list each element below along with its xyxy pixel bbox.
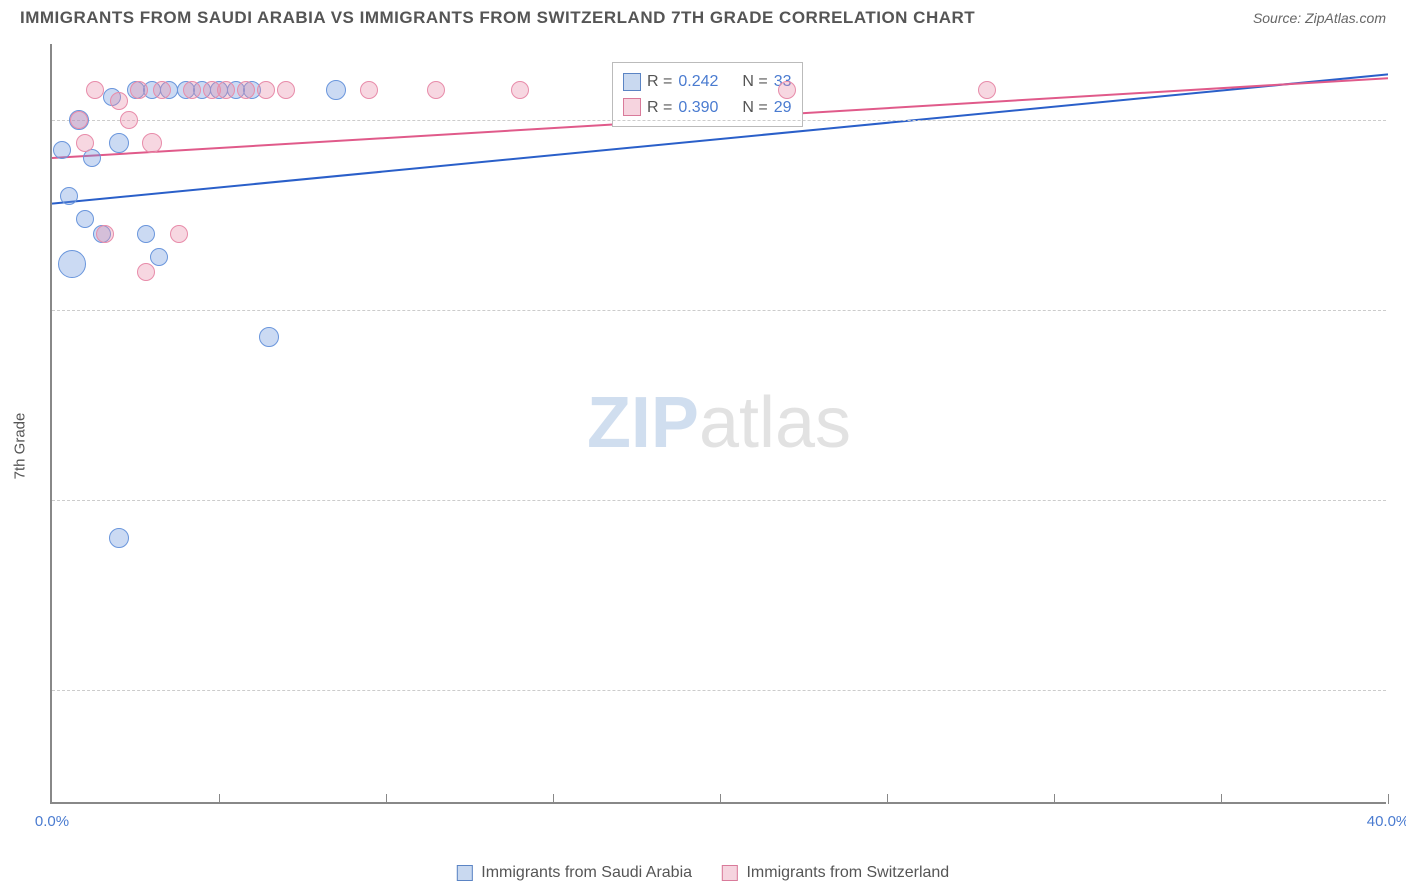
chart-container: IMMIGRANTS FROM SAUDI ARABIA VS IMMIGRAN… [0,0,1406,892]
y-axis-title: 7th Grade [12,413,29,480]
source-value: ZipAtlas.com [1305,10,1386,26]
legend-label-swiss: Immigrants from Switzerland [746,864,949,881]
watermark-bold: ZIP [587,383,699,463]
watermark: ZIPatlas [587,382,851,464]
x-tick [219,794,220,804]
x-tick [1388,794,1389,804]
legend-r-label: R = [647,95,672,121]
data-point [70,111,88,129]
data-point [96,225,114,243]
legend-row: R =0.390 N = 29 [623,95,792,121]
data-point [360,81,378,99]
legend-r-value: 0.390 [678,95,718,121]
legend-label-saudi: Immigrants from Saudi Arabia [481,864,692,881]
data-point [150,248,168,266]
data-point [511,81,529,99]
data-point [137,263,155,281]
x-tick [887,794,888,804]
data-point [86,81,104,99]
data-point [76,134,94,152]
data-point [183,81,201,99]
source-label: Source: [1253,10,1301,26]
legend-swatch [623,73,641,91]
gridline-h [52,500,1386,501]
gridline-h [52,310,1386,311]
data-point [76,210,94,228]
data-point [130,81,148,99]
legend-n-value: 29 [774,95,792,121]
chart-source: Source: ZipAtlas.com [1253,10,1386,26]
data-point [137,225,155,243]
legend-swatch-saudi [457,865,473,881]
legend-r-value: 0.242 [678,69,718,95]
gridline-h [52,120,1386,121]
data-point [978,81,996,99]
data-point [110,92,128,110]
plot-area: ZIPatlas R =0.242N =33R =0.390N =29 85.0… [50,44,1386,804]
data-point [778,81,796,99]
y-tick-label: 100.0% [1396,112,1406,129]
legend-swatch [623,98,641,116]
x-tick [386,794,387,804]
data-point [60,187,78,205]
gridline-h [52,690,1386,691]
data-point [53,141,71,159]
x-tick-label: 40.0% [1367,813,1406,830]
data-point [142,133,162,153]
legend-n-label: N = [742,95,767,121]
y-tick-label: 95.0% [1396,302,1406,319]
y-tick-label: 85.0% [1396,682,1406,699]
data-point [120,111,138,129]
x-tick [553,794,554,804]
y-tick-label: 90.0% [1396,492,1406,509]
data-point [153,81,171,99]
data-point [109,528,129,548]
data-point [237,81,255,99]
x-tick-label: 0.0% [35,813,69,830]
legend-item-saudi: Immigrants from Saudi Arabia [457,864,692,882]
data-point [277,81,295,99]
data-point [259,327,279,347]
data-point [427,81,445,99]
legend-n-label: N = [742,69,767,95]
data-point [326,80,346,100]
legend-top: R =0.242N =33R =0.390N =29 [612,62,803,127]
x-tick [1221,794,1222,804]
x-tick [1054,794,1055,804]
data-point [257,81,275,99]
watermark-light: atlas [699,383,851,463]
data-point [109,133,129,153]
legend-swatch-swiss [722,865,738,881]
legend-row: R =0.242N =33 [623,69,792,95]
legend-item-swiss: Immigrants from Switzerland [722,864,949,882]
bottom-legend: Immigrants from Saudi Arabia Immigrants … [457,864,949,882]
legend-r-label: R = [647,69,672,95]
data-point [217,81,235,99]
chart-title: IMMIGRANTS FROM SAUDI ARABIA VS IMMIGRAN… [20,8,975,28]
x-tick [720,794,721,804]
data-point [170,225,188,243]
chart-header: IMMIGRANTS FROM SAUDI ARABIA VS IMMIGRAN… [0,0,1406,32]
data-point [58,250,86,278]
